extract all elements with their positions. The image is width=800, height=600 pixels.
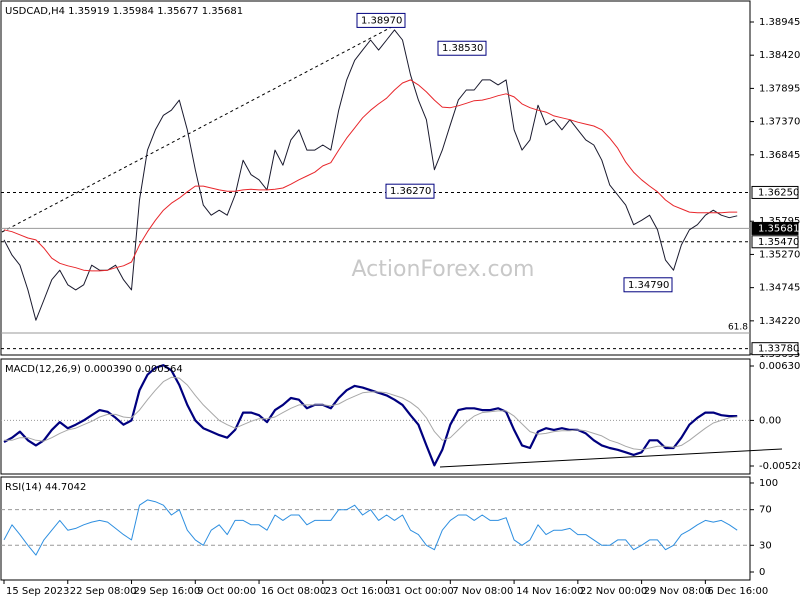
panel-frame	[0, 476, 751, 581]
panel-frame	[0, 358, 751, 475]
panel-frame	[0, 0, 751, 356]
y-tick-label: 1.37370	[759, 117, 800, 128]
y-tick-label: 70	[759, 505, 772, 516]
trend-line	[1, 19, 406, 233]
annotation-box	[623, 277, 673, 293]
x-tick-label: 7 Nov 08:00	[452, 586, 513, 597]
y-tick-label: 1.38420	[759, 50, 800, 61]
annotation-box	[385, 183, 435, 199]
x-tick-label: 23 Oct 16:00	[325, 586, 390, 597]
series-line	[4, 376, 738, 451]
x-tick-label: 15 Sep 2023	[6, 586, 69, 597]
y-tick-label: 1.35270	[759, 249, 800, 260]
series-line	[3, 499, 738, 556]
level-box	[751, 221, 799, 235]
y-tick-label: 1.36845	[759, 150, 800, 161]
y-tick-label: 1.34220	[759, 316, 800, 327]
level-box	[751, 235, 799, 249]
fibonacci-label: 61.8	[728, 323, 748, 333]
annotation-label: 1.36270	[390, 186, 431, 197]
level-label: 1.35681	[758, 223, 799, 234]
panel-title: USDCAD,H4 1.35919 1.35984 1.35677 1.3568…	[5, 6, 243, 17]
macd-trend-line	[439, 448, 783, 468]
annotation-label: 1.34790	[628, 280, 669, 291]
series-line	[3, 79, 738, 272]
y-tick-label: 100	[759, 478, 778, 489]
x-tick-label: 14 Nov 16:00	[516, 586, 583, 597]
y-tick-label: 1.35795	[759, 216, 800, 227]
x-tick-label: 29 Sep 16:00	[134, 586, 201, 597]
y-tick-label: 30	[759, 540, 772, 551]
y-tick-label: 1.37895	[759, 83, 800, 94]
series-line	[3, 29, 738, 321]
x-tick-label: 31 Oct 00:00	[389, 586, 454, 597]
y-tick-label: 0.00	[759, 415, 781, 426]
y-tick-label: 0.006305	[759, 361, 800, 372]
x-tick-label: 22 Sep 08:00	[70, 586, 137, 597]
level-box	[751, 342, 799, 356]
watermark: ActionForex.com	[352, 257, 535, 282]
series-line	[3, 364, 738, 467]
x-tick-label: 9 Oct 00:00	[197, 586, 256, 597]
x-tick-label: 22 Nov 00:00	[580, 586, 647, 597]
y-tick-label: 1.38945	[759, 17, 800, 28]
x-tick-label: 29 Nov 08:00	[644, 586, 711, 597]
x-tick-label: 16 Oct 08:00	[261, 586, 326, 597]
annotation-label: 1.38970	[361, 15, 402, 26]
level-label: 1.36250	[758, 187, 799, 198]
level-box	[751, 185, 799, 199]
level-label: 1.33780	[758, 344, 799, 355]
annotation-box	[356, 12, 406, 28]
level-label: 1.35470	[758, 237, 799, 248]
annotation-box	[437, 40, 487, 56]
y-tick-label: 1.34745	[759, 283, 800, 294]
annotation-label: 1.38530	[442, 43, 483, 54]
y-tick-label: -0.005283	[759, 461, 800, 472]
x-tick-label: 6 Dec 16:00	[707, 586, 768, 597]
y-tick-label: 0	[759, 567, 765, 578]
panel-title: RSI(14) 44.7042	[5, 482, 86, 493]
panel-title: MACD(12,26,9) 0.000390 0.000564	[5, 364, 183, 375]
